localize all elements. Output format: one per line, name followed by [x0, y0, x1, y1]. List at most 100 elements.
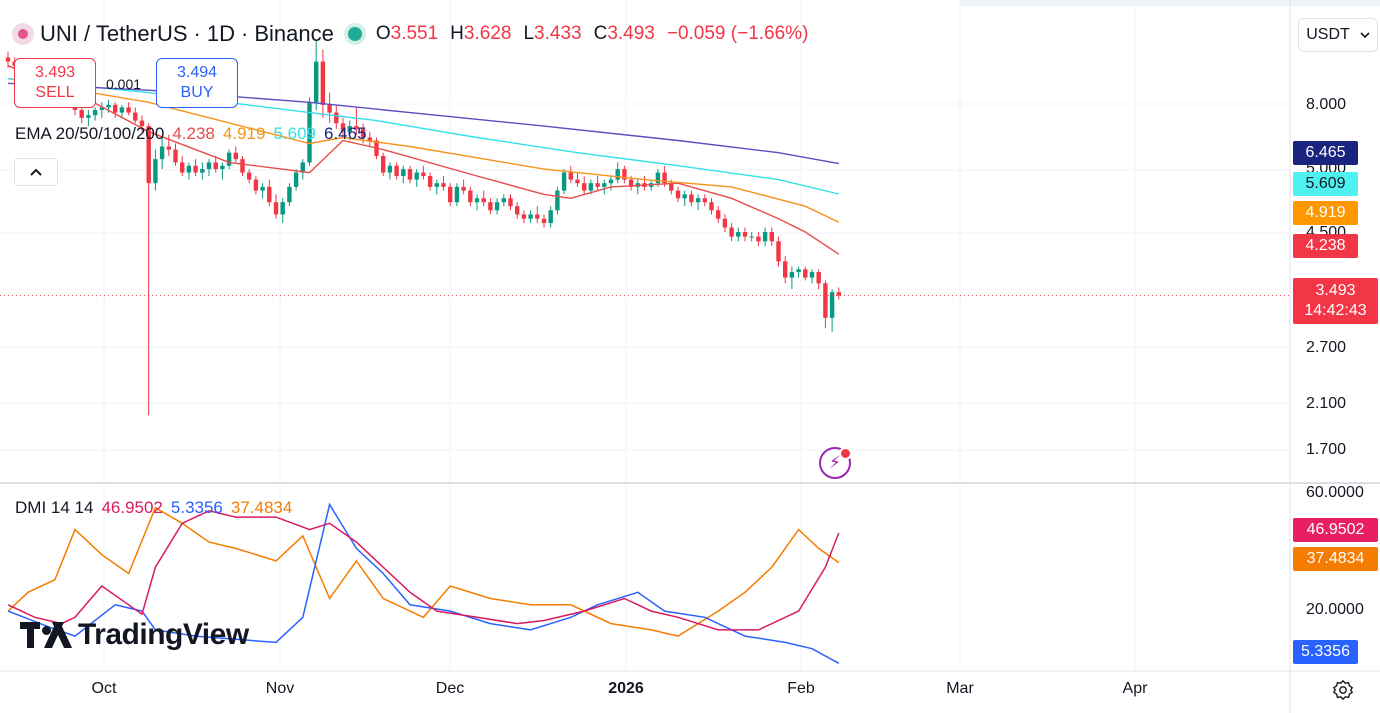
candle-body	[407, 169, 413, 180]
candle-body	[427, 176, 433, 187]
sell-label: SELL	[35, 84, 75, 101]
candle-body	[716, 210, 721, 219]
candle-body	[655, 172, 661, 184]
market-open-icon	[347, 27, 362, 41]
candle-body	[736, 231, 741, 237]
candle-body	[394, 165, 399, 177]
interval-label[interactable]: 1D	[206, 21, 235, 46]
candle-body	[521, 214, 527, 219]
brand-name: TradingView	[78, 618, 249, 651]
uni-logo-icon	[12, 23, 34, 45]
candle-body	[139, 120, 145, 127]
collapse-legend-button[interactable]	[14, 158, 58, 186]
candle-body	[226, 152, 232, 166]
candle-body	[709, 202, 714, 211]
ema20-badge: 4.238	[1293, 234, 1358, 258]
candle-body	[340, 123, 346, 132]
price-tick: 1.700	[1306, 441, 1347, 458]
candle-body	[173, 149, 178, 163]
tradingview-logo[interactable]: TradingView	[20, 618, 249, 652]
minus-di-line	[7, 502, 840, 664]
candle-body	[749, 236, 754, 238]
candle-body	[481, 198, 486, 203]
symbol-name[interactable]: UNI / TetherUS	[40, 21, 188, 46]
dmi-legend[interactable]: DMI 14 14 46.9502 5.3356 37.4834	[15, 498, 292, 518]
ema-line-ema20	[7, 65, 840, 255]
settings-gear-icon[interactable]	[1332, 679, 1354, 701]
candle-body	[273, 202, 279, 215]
candle-body	[541, 218, 547, 224]
candle-body	[233, 152, 238, 160]
lightning-alert-icon[interactable]: ⚡	[819, 447, 852, 479]
candle-body	[280, 202, 285, 215]
dmi-lines	[7, 502, 840, 664]
candle-body	[769, 231, 774, 242]
price-tick: 8.000	[1306, 96, 1347, 113]
x-tick: Dec	[435, 680, 465, 697]
candle-body	[515, 206, 520, 215]
dmi-tick: 20.0000	[1306, 601, 1364, 618]
candle-body	[113, 104, 118, 113]
buy-price: 3.494	[176, 64, 218, 81]
last-price-badge: 3.493 14:42:43	[1293, 278, 1378, 324]
candle-body	[528, 214, 533, 219]
separator: ·	[193, 21, 201, 46]
last-price: 3.493	[1315, 282, 1356, 299]
buy-button[interactable]: 3.494 BUY	[156, 58, 238, 108]
candle-body	[448, 186, 453, 203]
candle-body	[816, 272, 821, 284]
separator: ·	[241, 21, 249, 46]
candle-body	[836, 292, 841, 296]
candle-body	[5, 57, 11, 62]
x-tick: 2026	[608, 680, 644, 697]
candle-body	[434, 183, 439, 187]
exchange-label: Binance	[254, 21, 334, 46]
candle-body	[260, 186, 265, 191]
candle-body	[253, 179, 259, 191]
candle-body	[200, 169, 205, 173]
candle-body	[320, 61, 326, 105]
dmi-tick: 60.0000	[1306, 484, 1364, 501]
candle-body	[468, 190, 473, 203]
candle-body	[360, 128, 366, 138]
price-tick: 2.700	[1306, 339, 1347, 356]
price-tick: 2.100	[1306, 395, 1347, 412]
candle-body	[287, 186, 292, 203]
ema100-badge: 5.609	[1293, 172, 1358, 196]
candle-body	[582, 183, 587, 191]
candle-body	[414, 172, 419, 180]
ema50-badge: 4.919	[1293, 201, 1358, 225]
candle-body	[823, 283, 828, 318]
candle-body	[555, 190, 560, 211]
candle-body	[106, 104, 111, 108]
candle-body	[247, 172, 252, 180]
candle-body	[756, 236, 761, 242]
candle-body	[401, 169, 406, 177]
candle-body	[488, 202, 493, 211]
candle-body	[293, 172, 299, 187]
candle-body	[689, 194, 694, 203]
candle-body	[762, 231, 768, 242]
candle-body	[675, 190, 681, 199]
candle-body	[742, 231, 748, 237]
x-tick: Feb	[787, 680, 815, 697]
candles	[5, 40, 841, 416]
sell-button[interactable]: 3.493 SELL	[14, 58, 96, 108]
candle-body	[334, 112, 339, 124]
candle-body	[622, 169, 627, 180]
plus-di-badge: 46.9502	[1293, 518, 1378, 542]
candle-body	[575, 179, 580, 184]
candle-body	[722, 218, 728, 228]
candle-body	[602, 183, 607, 187]
candle-body	[454, 186, 460, 203]
candle-body	[535, 214, 540, 219]
adx-line	[7, 506, 840, 637]
currency-selector[interactable]: USDT	[1298, 18, 1378, 52]
candle-body	[508, 198, 513, 207]
candle-body	[367, 137, 372, 141]
x-tick: Mar	[946, 680, 974, 697]
candle-body	[133, 112, 138, 121]
ema-legend[interactable]: EMA 20/50/100/200 4.238 4.919 5.609 6.46…	[15, 124, 367, 144]
plus-di-line	[7, 510, 840, 631]
candle-body	[307, 102, 312, 163]
